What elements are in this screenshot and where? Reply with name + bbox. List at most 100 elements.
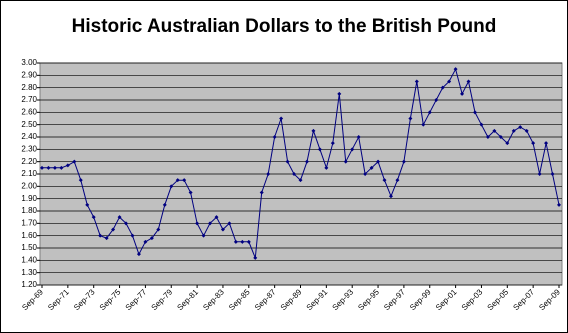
y-tick-label: 3.00: [21, 58, 37, 67]
data-point: [382, 178, 387, 183]
data-point: [182, 178, 187, 183]
data-point: [350, 147, 355, 152]
data-point: [195, 221, 200, 226]
data-point: [518, 125, 523, 130]
data-point: [434, 98, 439, 102]
data-point: [369, 165, 374, 170]
data-point: [292, 172, 297, 176]
data-point: [272, 135, 277, 139]
data-point: [279, 116, 284, 121]
data-point: [98, 233, 103, 238]
data-point: [130, 233, 135, 238]
y-tick-label: 2.50: [21, 120, 37, 129]
data-point: [531, 141, 536, 146]
data-point: [479, 122, 484, 127]
data-point: [246, 239, 251, 244]
data-point: [311, 128, 316, 133]
data-point: [188, 190, 193, 195]
chart-title: Historic Australian Dollars to the Briti…: [72, 16, 497, 37]
data-point: [111, 227, 116, 232]
data-point: [447, 79, 452, 84]
data-point: [169, 184, 174, 189]
data-point: [124, 221, 129, 226]
data-point: [298, 178, 303, 183]
data-point: [266, 172, 271, 176]
data-point: [453, 67, 458, 72]
data-point: [91, 215, 96, 220]
data-point: [72, 159, 77, 164]
y-tick-label: 2.40: [21, 132, 37, 141]
data-point: [343, 159, 348, 164]
data-point: [104, 236, 109, 241]
y-tick-label: 1.90: [21, 194, 37, 203]
data-point: [214, 215, 219, 220]
data-point: [40, 165, 44, 170]
data-point: [505, 141, 510, 146]
data-point: [240, 239, 245, 244]
y-tick-label: 1.30: [21, 268, 37, 277]
data-point: [65, 163, 70, 168]
data-point: [285, 159, 290, 164]
data-point: [440, 85, 445, 90]
y-tick-label: 2.20: [21, 157, 37, 166]
y-tick-label: 2.60: [21, 107, 37, 116]
data-point: [421, 122, 426, 127]
data-point: [201, 233, 206, 238]
data-point: [498, 135, 503, 139]
y-tick-label: 2.10: [21, 169, 37, 178]
data-point: [537, 172, 542, 176]
data-point: [317, 147, 322, 152]
data-point: [376, 159, 381, 164]
y-tick-label: 2.00: [21, 181, 37, 190]
data-point: [544, 141, 549, 146]
data-point: [557, 202, 561, 207]
data-point: [233, 239, 238, 244]
data-point: [227, 221, 232, 226]
data-point: [304, 159, 309, 164]
data-point: [363, 172, 368, 176]
data-point: [259, 190, 264, 195]
data-point: [208, 221, 213, 226]
data-point: [356, 135, 361, 139]
data-point: [46, 165, 51, 170]
y-tick-label: 1.80: [21, 206, 37, 215]
y-tick-label: 2.30: [21, 144, 37, 153]
data-point: [156, 227, 161, 232]
data-point: [52, 165, 57, 170]
data-point: [408, 116, 413, 121]
data-point: [485, 135, 490, 139]
data-point: [427, 110, 432, 115]
data-point: [175, 178, 180, 183]
y-tick-label: 2.90: [21, 70, 37, 79]
data-point: [136, 252, 141, 257]
data-point: [550, 172, 555, 176]
y-tick-label: 1.70: [21, 218, 37, 227]
data-point: [143, 239, 148, 244]
data-point: [460, 91, 465, 96]
data-point: [59, 165, 64, 170]
data-point: [395, 178, 400, 183]
data-point: [85, 202, 90, 207]
y-tick-label: 2.80: [21, 83, 37, 92]
data-point: [524, 128, 529, 133]
y-tick-label: 1.50: [21, 243, 37, 252]
data-point: [162, 202, 167, 207]
data-point: [337, 91, 342, 96]
data-point: [330, 141, 335, 146]
y-tick-label: 2.70: [21, 95, 37, 104]
data-point: [401, 159, 406, 164]
data-point: [324, 165, 329, 170]
y-tick-label: 1.40: [21, 255, 37, 264]
y-tick-label: 1.60: [21, 231, 37, 240]
data-point: [220, 227, 225, 232]
data-point: [117, 215, 122, 220]
data-point: [78, 178, 83, 183]
data-point: [414, 79, 419, 84]
data-point: [253, 255, 258, 260]
data-point: [149, 236, 154, 241]
data-point: [388, 194, 393, 199]
data-point: [492, 128, 497, 133]
data-point: [511, 128, 516, 133]
